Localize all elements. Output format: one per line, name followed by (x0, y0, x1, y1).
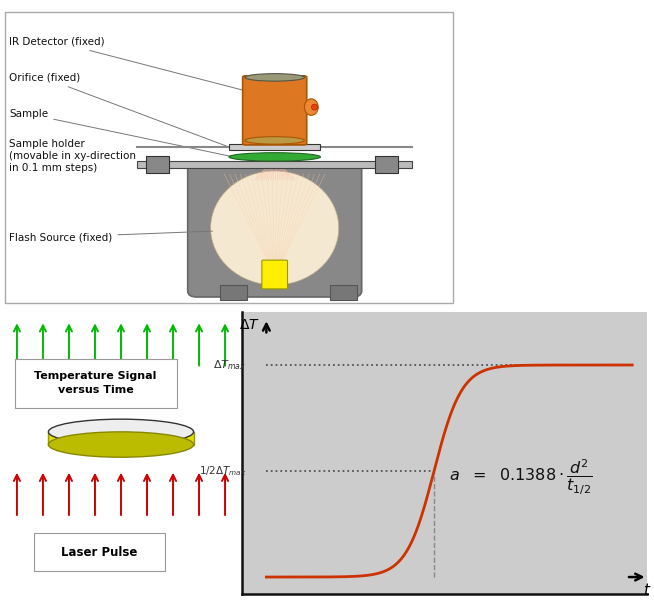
Ellipse shape (48, 432, 194, 457)
FancyBboxPatch shape (188, 162, 362, 297)
Ellipse shape (311, 104, 317, 110)
FancyBboxPatch shape (146, 156, 169, 173)
FancyBboxPatch shape (137, 160, 412, 168)
Text: $1/2\Delta T_{max}$: $1/2\Delta T_{max}$ (199, 464, 247, 478)
Text: Laser Pulse: Laser Pulse (61, 546, 137, 559)
Polygon shape (48, 432, 194, 445)
Text: Sample holder
(movable in xy-direction
in 0.1 mm steps): Sample holder (movable in xy-direction i… (9, 139, 158, 173)
Text: $a\ \ =\ \ 0.1388 \cdot \dfrac{d^2}{t_{1/2}}$: $a\ \ =\ \ 0.1388 \cdot \dfrac{d^2}{t_{1… (449, 458, 593, 497)
FancyBboxPatch shape (262, 260, 288, 289)
Text: IR Detector (fixed): IR Detector (fixed) (9, 37, 267, 97)
FancyBboxPatch shape (229, 144, 320, 150)
FancyBboxPatch shape (220, 285, 247, 300)
Text: $\Delta T_{max}$: $\Delta T_{max}$ (213, 358, 247, 372)
FancyBboxPatch shape (243, 76, 307, 145)
FancyBboxPatch shape (14, 359, 177, 408)
Ellipse shape (304, 99, 318, 115)
Ellipse shape (245, 74, 304, 81)
Text: Orifice (fixed): Orifice (fixed) (9, 73, 226, 146)
Text: Flash Source (fixed): Flash Source (fixed) (9, 231, 213, 242)
Text: $t$: $t$ (644, 582, 651, 598)
FancyBboxPatch shape (375, 156, 398, 173)
Ellipse shape (245, 137, 304, 144)
Text: $\Delta T$: $\Delta T$ (239, 318, 260, 332)
FancyBboxPatch shape (330, 285, 357, 300)
FancyBboxPatch shape (34, 533, 165, 571)
Ellipse shape (229, 152, 320, 161)
Text: Sample: Sample (9, 109, 231, 157)
FancyBboxPatch shape (5, 12, 453, 303)
Ellipse shape (211, 171, 339, 285)
Ellipse shape (48, 419, 194, 445)
Text: Temperature Signal
versus Time: Temperature Signal versus Time (35, 371, 157, 395)
